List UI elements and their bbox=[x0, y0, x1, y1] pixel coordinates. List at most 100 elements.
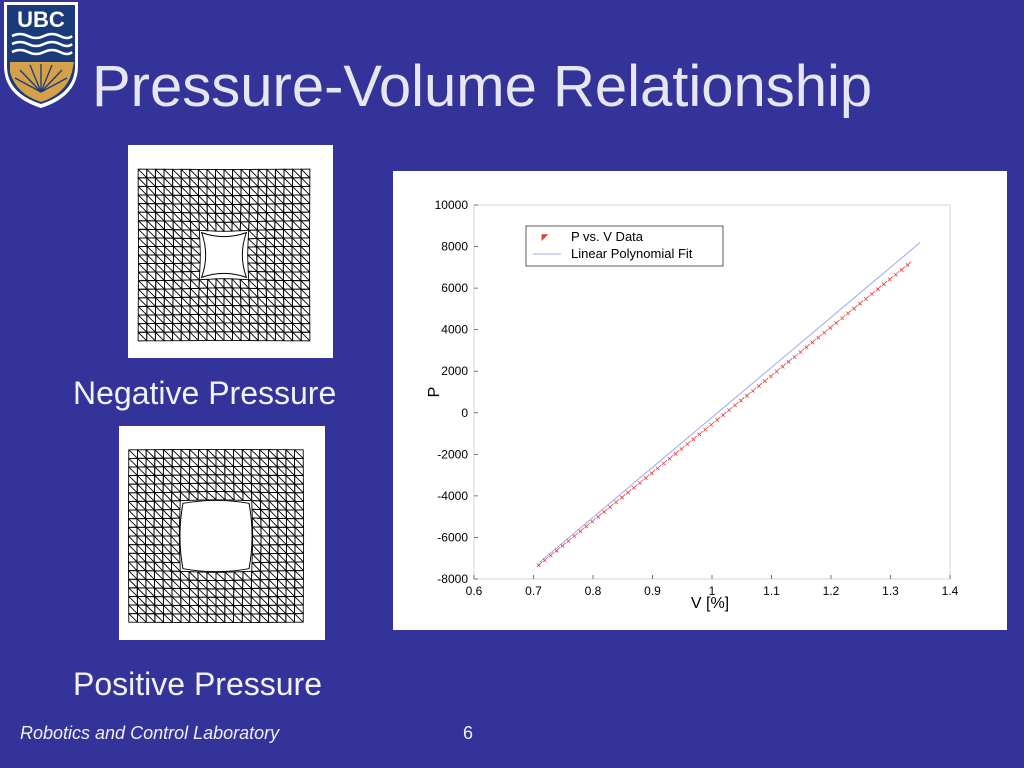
mesh-cell bbox=[248, 305, 259, 316]
mesh-cell bbox=[163, 613, 173, 623]
mesh-cell bbox=[128, 570, 138, 580]
mesh-cell bbox=[282, 254, 293, 264]
y-tick-label: -2000 bbox=[437, 447, 468, 461]
mesh-cell bbox=[190, 246, 201, 256]
mesh-cell bbox=[155, 288, 165, 299]
mesh-cell bbox=[215, 465, 226, 476]
data-point bbox=[608, 503, 614, 510]
mesh-cell bbox=[172, 271, 183, 281]
mesh-cell bbox=[171, 604, 182, 615]
mesh-cell bbox=[128, 604, 138, 615]
mesh-cell bbox=[128, 466, 138, 477]
mesh-cell bbox=[266, 186, 276, 196]
mesh-cell bbox=[172, 279, 183, 290]
mesh-cell bbox=[189, 457, 199, 467]
mesh-cell bbox=[188, 482, 199, 493]
data-point bbox=[744, 392, 751, 398]
mesh-cell bbox=[292, 323, 302, 333]
mesh-cell bbox=[291, 194, 302, 205]
mesh-cell bbox=[171, 596, 182, 606]
mesh-cell bbox=[240, 195, 250, 205]
mesh-cell bbox=[162, 535, 172, 546]
mesh-cell bbox=[146, 271, 157, 282]
mesh-cell bbox=[265, 212, 276, 222]
mesh-cell bbox=[215, 278, 225, 289]
mesh-cell bbox=[259, 570, 270, 581]
mesh-cell bbox=[145, 570, 155, 580]
mesh-cell bbox=[162, 517, 172, 528]
mesh-cell bbox=[145, 613, 156, 623]
mesh-cell bbox=[233, 579, 244, 590]
mesh-cell bbox=[248, 287, 259, 298]
mesh-cell bbox=[145, 561, 155, 572]
mesh-cell bbox=[292, 168, 302, 179]
mesh-cell bbox=[206, 168, 216, 179]
mesh-cell bbox=[137, 323, 148, 333]
data-point bbox=[846, 309, 852, 316]
data-point bbox=[691, 435, 697, 442]
mesh-cell bbox=[283, 314, 294, 325]
mesh-cell bbox=[146, 246, 157, 256]
x-tick-label: 0.6 bbox=[466, 584, 483, 598]
data-point bbox=[637, 479, 644, 485]
mesh-cell bbox=[259, 587, 270, 598]
mesh-cell bbox=[256, 271, 267, 281]
mesh-cell bbox=[267, 613, 278, 623]
mesh-cell bbox=[268, 500, 279, 511]
mesh-cell bbox=[180, 168, 191, 179]
mesh-cell bbox=[163, 194, 174, 205]
mesh-cell bbox=[206, 482, 217, 492]
mesh-cell bbox=[188, 579, 199, 590]
mesh-cell bbox=[223, 278, 233, 289]
mesh-cell bbox=[283, 305, 293, 316]
mesh-cell bbox=[282, 263, 293, 273]
mesh-cell bbox=[285, 535, 296, 546]
mesh-cell bbox=[136, 535, 147, 546]
mesh-cell bbox=[136, 587, 147, 597]
mesh-cell bbox=[266, 305, 276, 316]
mesh-cell bbox=[224, 482, 235, 493]
mesh-cell bbox=[128, 483, 138, 494]
data-point bbox=[905, 261, 912, 267]
mesh-cell bbox=[181, 220, 192, 231]
mesh-cell bbox=[294, 595, 304, 606]
mesh-cell bbox=[233, 482, 244, 493]
mesh-cell bbox=[260, 535, 270, 546]
mesh-cell bbox=[128, 449, 138, 459]
mesh-cell bbox=[181, 288, 191, 298]
mesh-cell bbox=[206, 448, 217, 459]
mesh-cell bbox=[256, 237, 267, 248]
mesh-cell bbox=[231, 212, 242, 223]
mesh-cell bbox=[240, 168, 251, 179]
data-point bbox=[584, 522, 590, 529]
mesh-cell bbox=[215, 204, 225, 214]
mesh-cell bbox=[268, 596, 278, 606]
mesh-cell bbox=[259, 500, 270, 511]
mesh-cell bbox=[215, 474, 226, 484]
mesh-cell bbox=[154, 578, 164, 589]
mesh-cell bbox=[145, 483, 156, 494]
mesh-cell bbox=[128, 595, 138, 606]
mesh-cell bbox=[155, 305, 165, 316]
mesh-cell bbox=[277, 544, 287, 554]
mesh-cell bbox=[274, 203, 285, 213]
x-tick-label: 1 bbox=[709, 584, 716, 598]
mesh-cell bbox=[277, 518, 287, 528]
mesh-cell bbox=[190, 229, 201, 240]
mesh-cell bbox=[268, 457, 278, 468]
mesh-cell bbox=[248, 296, 259, 307]
x-tick-label: 0.7 bbox=[525, 584, 542, 598]
mesh-cell bbox=[146, 323, 156, 333]
mesh-cell bbox=[137, 203, 148, 213]
mesh-cell bbox=[189, 186, 199, 196]
mesh-cell bbox=[188, 571, 199, 581]
mesh-cell bbox=[189, 168, 199, 179]
mesh-cell bbox=[189, 605, 199, 615]
mesh-cell bbox=[154, 613, 165, 623]
mesh-cell bbox=[163, 186, 174, 196]
mesh-cell bbox=[277, 535, 287, 546]
mesh-cell bbox=[170, 561, 181, 572]
mesh-cell bbox=[154, 314, 165, 325]
mesh-cell bbox=[294, 500, 304, 511]
mesh-cell bbox=[163, 449, 173, 459]
